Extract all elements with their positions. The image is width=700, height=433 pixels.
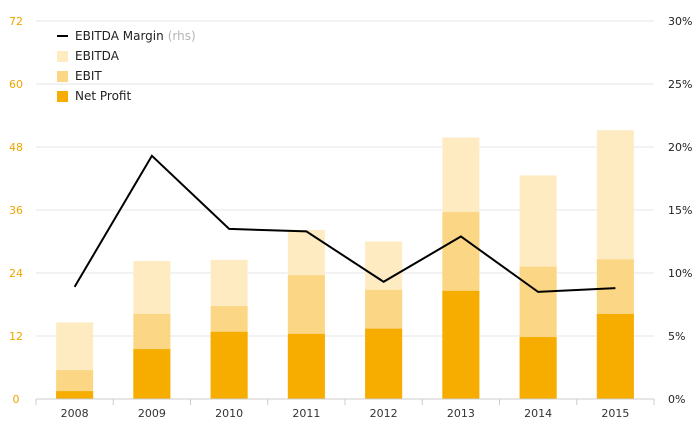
y-left-tick-label: 72 (9, 15, 23, 28)
legend-label: Net Profit (75, 89, 132, 103)
x-tick-label: 2013 (447, 407, 475, 420)
legend-swatch (57, 50, 68, 62)
x-tick-label: 2011 (292, 407, 320, 420)
y-left-tick-label: 0 (13, 393, 20, 406)
y-left-tick-label: 12 (9, 330, 23, 343)
legend-item-ebitda: EBITDA (57, 46, 196, 66)
legend-rhs-note: (rhs) (167, 29, 196, 43)
y-right-tick-label: 30% (668, 15, 692, 28)
x-tick-label: 2010 (215, 407, 243, 420)
legend: EBITDA Margin (rhs) EBITDA EBIT Net Prof… (57, 26, 196, 106)
y-left-tick-label: 36 (9, 204, 23, 217)
bars (56, 130, 634, 400)
net-profit-bar (56, 391, 94, 399)
margin-line-layer (73, 154, 616, 293)
legend-label: EBITDA (75, 49, 119, 63)
y-right-tick-label: 20% (668, 141, 692, 154)
legend-line-swatch (57, 35, 68, 37)
y-right-tick-label: 5% (668, 330, 685, 343)
x-tick-label: 2012 (370, 407, 398, 420)
x-tick-label: 2014 (524, 407, 552, 420)
legend-swatch (57, 70, 68, 82)
ebitda-margin-line (73, 154, 616, 293)
legend-label: EBITDA Margin (75, 29, 164, 43)
net-profit-bar (287, 333, 325, 399)
net-profit-bar (596, 313, 634, 399)
net-profit-bar (365, 328, 403, 399)
y-left-tick-label: 24 (9, 267, 23, 280)
y-right-tick-label: 0% (668, 393, 685, 406)
x-tick-label: 2015 (601, 407, 629, 420)
y-right-tick-label: 25% (668, 78, 692, 91)
legend-swatch (57, 90, 68, 102)
x-tick-label: 2009 (138, 407, 166, 420)
net-profit-bar (133, 349, 171, 399)
net-profit-bar (210, 331, 248, 399)
y-right-tick-label: 15% (668, 204, 692, 217)
y-left-tick-label: 60 (9, 78, 23, 91)
legend-item-net-profit: Net Profit (57, 86, 196, 106)
y-left-tick-label: 48 (9, 141, 23, 154)
net-profit-bar (442, 290, 480, 399)
legend-item-ebitda-margin: EBITDA Margin (rhs) (57, 26, 196, 46)
x-tick-label: 2008 (61, 407, 89, 420)
legend-item-ebit: EBIT (57, 66, 196, 86)
net-profit-bar (519, 337, 557, 399)
legend-label: EBIT (75, 69, 102, 83)
y-right-tick-label: 10% (668, 267, 692, 280)
axes: 0 0% 12 5% 24 10% 36 15% 48 20% 60 25% 72 30% 2008 2009… (9, 15, 692, 420)
